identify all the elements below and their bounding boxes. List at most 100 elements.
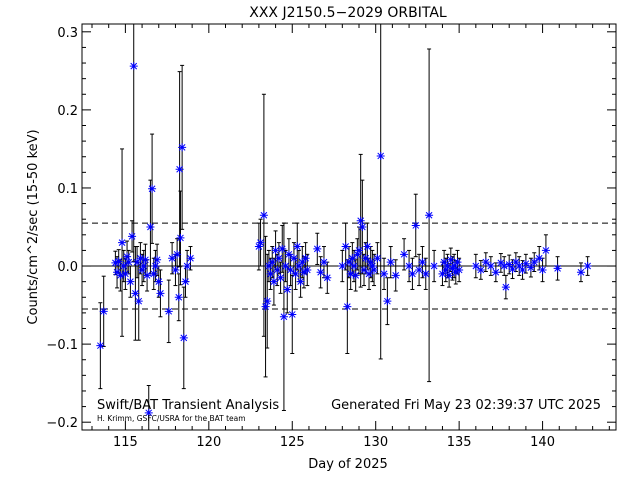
data-point [343, 302, 352, 311]
data-point [411, 221, 420, 230]
y-tick-label: 0.1 [57, 182, 78, 197]
data-point [118, 238, 127, 247]
data-point [146, 223, 155, 231]
data-point [363, 242, 372, 251]
data-point [138, 265, 147, 274]
data-point [518, 265, 527, 274]
plot-area: 115 120 125 130 135 140 −0.2 −0.1 0.0 0.1 0.2 0.3 [46, 23, 616, 450]
y-tick-label: 0.0 [57, 260, 78, 275]
data-point [350, 262, 359, 271]
data-point [446, 255, 455, 264]
data-point [119, 262, 128, 271]
data-point [96, 341, 105, 350]
data-point [283, 285, 292, 294]
data-point [298, 258, 307, 267]
data-point [301, 254, 310, 263]
data-point [156, 289, 165, 298]
data-point [368, 262, 377, 271]
data-point [430, 262, 439, 271]
data-point [178, 143, 187, 152]
data-point [451, 268, 460, 277]
data-point [133, 258, 142, 267]
data-point [450, 262, 459, 271]
data-point [353, 250, 362, 259]
data-point [296, 277, 305, 286]
data-point [279, 312, 288, 321]
data-point [386, 258, 395, 267]
data-point [361, 254, 370, 263]
data-point [583, 262, 592, 271]
data-point [346, 269, 355, 278]
data-point [486, 262, 495, 271]
data-point [366, 258, 375, 267]
y-tick-label: 0.3 [57, 26, 78, 41]
data-point [500, 262, 509, 271]
data-point [356, 216, 365, 225]
data-point [360, 265, 369, 274]
y-tick-label: 0.2 [57, 104, 78, 119]
data-point [129, 62, 138, 71]
data-point [508, 265, 517, 274]
data-point [441, 265, 450, 274]
data-point [345, 258, 353, 267]
data-point [501, 283, 510, 292]
data-point [268, 258, 277, 267]
data-point [274, 254, 283, 263]
data-point [113, 268, 122, 277]
data-points [96, 62, 592, 417]
data-point [254, 242, 263, 251]
data-point [299, 268, 308, 277]
data-point [541, 246, 550, 255]
data-point [443, 262, 452, 271]
data-point [455, 265, 464, 274]
data-point [271, 246, 280, 255]
data-point [276, 273, 285, 282]
data-point [291, 269, 300, 278]
data-point [526, 263, 535, 272]
data-point [408, 269, 417, 278]
data-point [123, 252, 132, 261]
data-point [278, 244, 287, 253]
data-point [259, 211, 268, 220]
data-point [149, 269, 158, 278]
data-point [338, 262, 347, 271]
data-point [505, 260, 514, 269]
data-point [418, 258, 427, 267]
x-tick-label: 120 [196, 435, 221, 450]
x-tick-label: 140 [530, 435, 555, 450]
data-point [445, 271, 454, 280]
data-point [136, 254, 145, 263]
data-point [511, 258, 520, 267]
data-point [319, 258, 328, 267]
data-point [286, 265, 295, 274]
x-tick-label: 115 [113, 435, 138, 450]
data-point [121, 269, 130, 278]
data-point [323, 273, 332, 282]
annotation-left: Swift/BAT Transient Analysis [97, 398, 279, 413]
data-point [380, 269, 389, 278]
x-axis-label: Day of 2025 [308, 457, 388, 472]
data-point [476, 265, 485, 274]
data-point [173, 250, 182, 259]
data-point [273, 265, 282, 274]
data-point [261, 302, 270, 311]
data-point [134, 297, 143, 306]
data-point [496, 258, 505, 267]
data-point [530, 258, 539, 267]
data-point [151, 262, 160, 271]
data-point [294, 262, 303, 271]
data-point [144, 408, 153, 417]
data-point [266, 269, 275, 278]
data-point [481, 258, 490, 267]
data-point [391, 271, 400, 280]
data-point [471, 262, 480, 271]
annotation-generated: Generated Fri May 23 02:39:37 UTC 2025 [331, 398, 601, 413]
data-point [365, 269, 374, 278]
data-point [128, 232, 137, 241]
errorbars [98, 23, 590, 431]
data-point [316, 268, 325, 277]
data-point [181, 277, 190, 286]
data-point [153, 255, 162, 264]
plot-frame [81, 23, 617, 431]
